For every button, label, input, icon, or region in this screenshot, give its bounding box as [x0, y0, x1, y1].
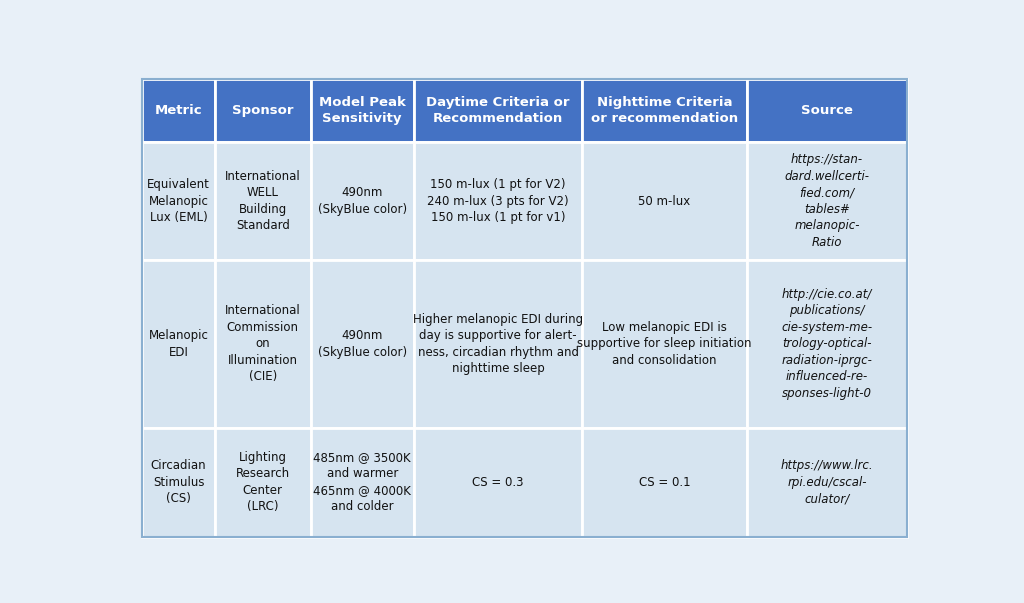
FancyBboxPatch shape: [414, 260, 583, 428]
Text: Daytime Criteria or
Recommendation: Daytime Criteria or Recommendation: [426, 96, 569, 125]
Text: Lighting
Research
Center
(LRC): Lighting Research Center (LRC): [236, 451, 290, 513]
Text: Model Peak
Sensitivity: Model Peak Sensitivity: [318, 96, 406, 125]
FancyBboxPatch shape: [310, 142, 414, 260]
Text: Higher melanopic EDI during
day is supportive for alert-
ness, circadian rhythm : Higher melanopic EDI during day is suppo…: [413, 313, 583, 375]
Text: 50 m-lux: 50 m-lux: [638, 195, 690, 207]
Text: Melanopic
EDI: Melanopic EDI: [148, 329, 209, 359]
Text: International
WELL
Building
Standard: International WELL Building Standard: [225, 170, 301, 232]
FancyBboxPatch shape: [142, 260, 215, 428]
FancyBboxPatch shape: [215, 260, 310, 428]
Text: 490nm
(SkyBlue color): 490nm (SkyBlue color): [317, 186, 407, 216]
Text: Circadian
Stimulus
(CS): Circadian Stimulus (CS): [151, 459, 207, 505]
Text: CS = 0.1: CS = 0.1: [639, 476, 690, 488]
FancyBboxPatch shape: [414, 428, 583, 537]
FancyBboxPatch shape: [215, 80, 310, 142]
FancyBboxPatch shape: [583, 142, 746, 260]
Text: CS = 0.3: CS = 0.3: [472, 476, 523, 488]
FancyBboxPatch shape: [215, 428, 310, 537]
FancyBboxPatch shape: [746, 142, 907, 260]
FancyBboxPatch shape: [746, 428, 907, 537]
FancyBboxPatch shape: [414, 80, 583, 142]
Text: Equivalent
Melanopic
Lux (EML): Equivalent Melanopic Lux (EML): [147, 178, 210, 224]
Text: Low melanopic EDI is
supportive for sleep initiation
and consolidation: Low melanopic EDI is supportive for slee…: [578, 321, 752, 367]
FancyBboxPatch shape: [583, 80, 746, 142]
FancyBboxPatch shape: [583, 428, 746, 537]
Text: 150 m-lux (1 pt for V2)
240 m-lux (3 pts for V2)
150 m-lux (1 pt for v1): 150 m-lux (1 pt for V2) 240 m-lux (3 pts…: [427, 178, 569, 224]
Text: https://www.lrc.
rpi.edu/cscal-
culator/: https://www.lrc. rpi.edu/cscal- culator/: [780, 459, 873, 505]
FancyBboxPatch shape: [583, 260, 746, 428]
Text: Sponsor: Sponsor: [232, 104, 294, 117]
FancyBboxPatch shape: [142, 80, 907, 537]
FancyBboxPatch shape: [310, 260, 414, 428]
FancyBboxPatch shape: [215, 142, 310, 260]
Text: https://stan-
dard.wellcerti-
fied.com/
tables#
melanopic-
Ratio: https://stan- dard.wellcerti- fied.com/ …: [784, 153, 869, 249]
Text: Nighttime Criteria
or recommendation: Nighttime Criteria or recommendation: [591, 96, 738, 125]
FancyBboxPatch shape: [310, 80, 414, 142]
FancyBboxPatch shape: [746, 260, 907, 428]
FancyBboxPatch shape: [310, 428, 414, 537]
FancyBboxPatch shape: [746, 80, 907, 142]
Text: http://cie.co.at/
publications/
cie-system-me-
trology-optical-
radiation-iprgc-: http://cie.co.at/ publications/ cie-syst…: [781, 288, 872, 400]
Text: Source: Source: [801, 104, 853, 117]
Text: Metric: Metric: [155, 104, 203, 117]
FancyBboxPatch shape: [142, 428, 215, 537]
Text: 485nm @ 3500K
and warmer
465nm @ 4000K
and colder: 485nm @ 3500K and warmer 465nm @ 4000K a…: [313, 451, 412, 513]
Text: International
Commission
on
Illumination
(CIE): International Commission on Illumination…: [225, 305, 301, 384]
Text: 490nm
(SkyBlue color): 490nm (SkyBlue color): [317, 329, 407, 359]
FancyBboxPatch shape: [414, 142, 583, 260]
FancyBboxPatch shape: [142, 80, 215, 142]
FancyBboxPatch shape: [142, 142, 215, 260]
